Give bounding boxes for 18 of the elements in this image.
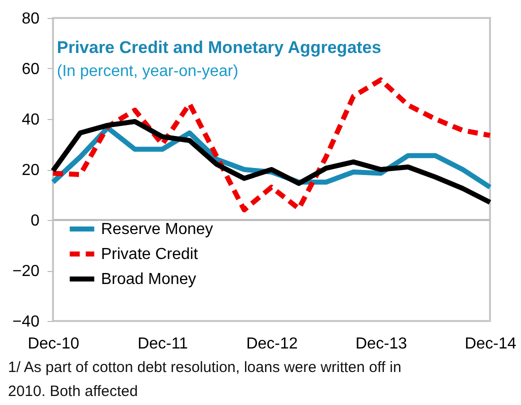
y-tick-label: 80 [22,10,40,28]
y-tick-label: 20 [22,162,40,179]
y-tick-label: −40 [12,314,40,330]
x-tick-label: Dec-12 [246,336,298,352]
legend-label: Private Credit [101,246,198,263]
text: 1/ As part of cotton debt resolution, loans were written off in 2010. Both affected [8,358,402,402]
y-tick-label: 0 [30,212,40,230]
y-tick-label: 60 [22,61,40,78]
legend-label: Reserve Money [101,221,214,238]
x-tick-label: Dec-10 [28,336,80,352]
x-tick-label: Dec-11 [138,336,188,352]
x-tick-label: Dec-14 [464,336,516,352]
x-tick-label: Dec-13 [355,336,408,352]
y-tick-label: −20 [12,263,40,280]
legend-label: Broad Money [101,271,196,288]
text: (In percent, year-on-year) [56,63,238,80]
text: Privare Credit and Monetary Aggregates [56,38,382,57]
y-tick-label: 40 [22,112,40,128]
